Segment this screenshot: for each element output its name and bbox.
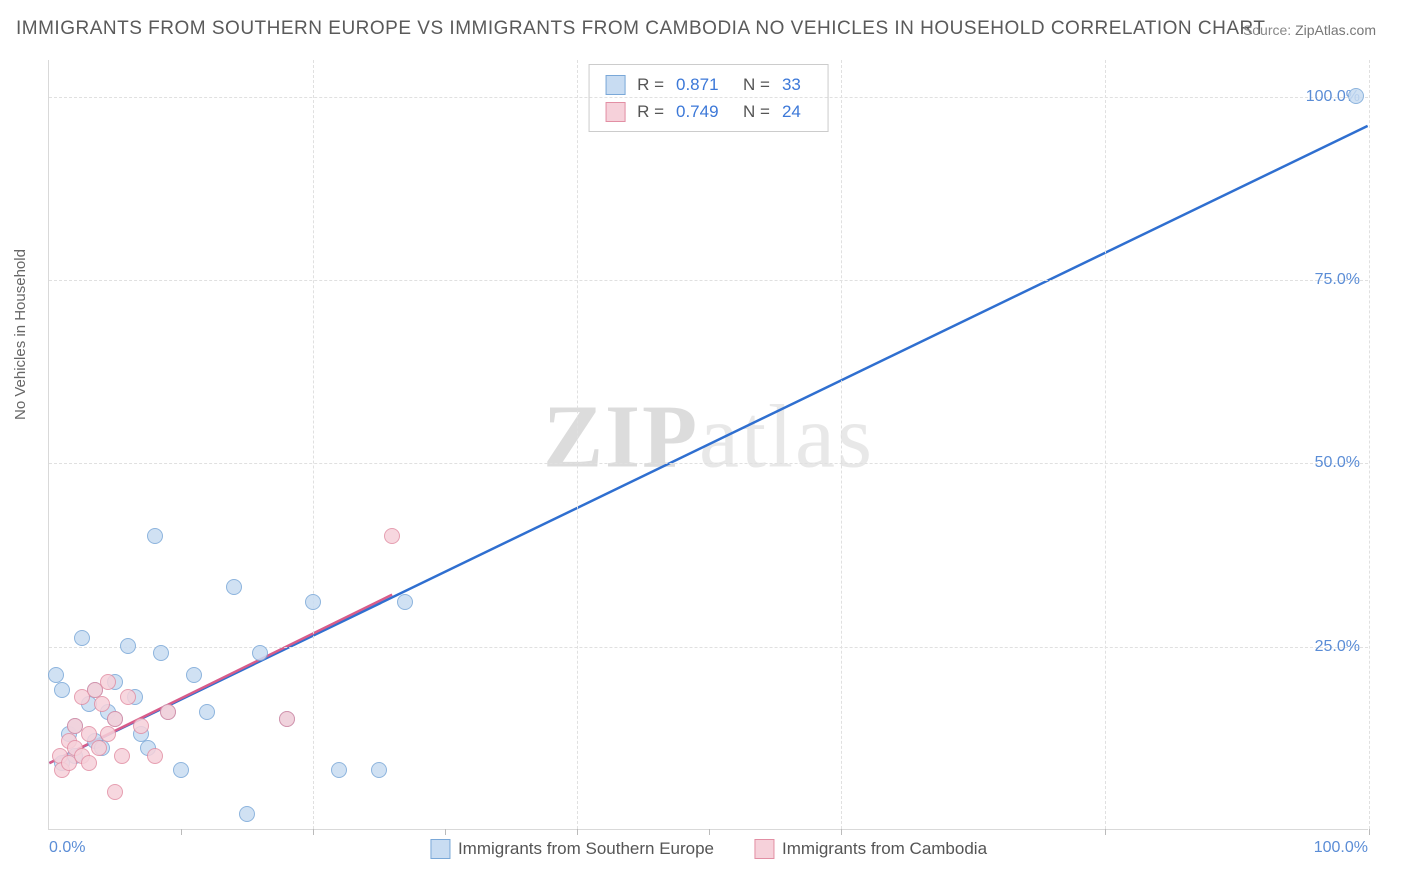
gridline-horizontal [49,463,1368,464]
series-2-name: Immigrants from Cambodia [782,839,987,859]
gridline-vertical [1105,60,1106,829]
x-axis-tick-mark [709,829,710,835]
n-label: N = [743,98,770,125]
gridline-vertical [577,60,578,829]
x-axis-tick-max: 100.0% [1314,839,1368,857]
x-axis-tick-mark [1369,829,1370,835]
scatter-point [199,704,215,720]
scatter-point [100,726,116,742]
scatter-point [186,667,202,683]
scatter-point [252,645,268,661]
x-axis-tick-min: 0.0% [49,839,85,857]
regression-line [49,126,1367,763]
scatter-point [94,696,110,712]
x-axis-tick-mark [841,829,842,835]
legend-item-series-2: Immigrants from Cambodia [754,839,987,859]
source-credit: Source: ZipAtlas.com [1243,22,1376,38]
scatter-point [147,748,163,764]
scatter-point [133,718,149,734]
scatter-point [147,528,163,544]
scatter-point [153,645,169,661]
x-axis-tick-mark [1105,829,1106,835]
gridline-vertical [313,60,314,829]
gridline-horizontal [49,97,1368,98]
scatter-point [107,711,123,727]
swatch-series-1 [605,75,625,95]
r-label: R = [637,71,664,98]
scatter-point [100,674,116,690]
watermark-text: ZIPatlas [543,385,874,488]
series-1-name: Immigrants from Southern Europe [458,839,714,859]
gridline-horizontal [49,280,1368,281]
scatter-point [371,762,387,778]
scatter-point [279,711,295,727]
scatter-point [384,528,400,544]
legend-row-series-2: R = 0.749 N = 24 [605,98,812,125]
scatter-point [81,726,97,742]
gridline-vertical [841,60,842,829]
scatter-point [74,630,90,646]
n-value-1: 33 [782,71,812,98]
scatter-point [226,579,242,595]
scatter-point [120,689,136,705]
scatter-point [107,784,123,800]
correlation-legend: R = 0.871 N = 33 R = 0.749 N = 24 [588,64,829,132]
swatch-series-2 [605,102,625,122]
chart-plot-area: ZIPatlas R = 0.871 N = 33 R = 0.749 N = … [48,60,1368,830]
x-axis-tick-mark [181,829,182,835]
source-label: Source: [1243,22,1291,38]
regression-lines-svg [49,60,1368,829]
scatter-point [397,594,413,610]
scatter-point [120,638,136,654]
y-axis-tick-label: 75.0% [1315,271,1360,289]
series-legend: Immigrants from Southern Europe Immigran… [430,839,987,859]
n-value-2: 24 [782,98,812,125]
scatter-point [305,594,321,610]
scatter-point [81,755,97,771]
y-axis-tick-label: 50.0% [1315,454,1360,472]
y-axis-label: No Vehicles in Household [12,249,29,420]
legend-row-series-1: R = 0.871 N = 33 [605,71,812,98]
scatter-point [91,740,107,756]
watermark-atlas: atlas [699,387,874,486]
watermark-zip: ZIP [543,387,699,486]
x-axis-tick-mark [577,829,578,835]
legend-item-series-1: Immigrants from Southern Europe [430,839,714,859]
y-axis-tick-label: 25.0% [1315,638,1360,656]
scatter-point [48,667,64,683]
scatter-point [173,762,189,778]
n-label: N = [743,71,770,98]
chart-title: IMMIGRANTS FROM SOUTHERN EUROPE VS IMMIG… [16,18,1266,40]
r-value-1: 0.871 [676,71,731,98]
gridline-horizontal [49,647,1368,648]
scatter-point [331,762,347,778]
scatter-point [114,748,130,764]
source-value: ZipAtlas.com [1295,22,1376,38]
x-axis-tick-mark [313,829,314,835]
swatch-bottom-2 [754,839,774,859]
scatter-point [239,806,255,822]
r-value-2: 0.749 [676,98,731,125]
scatter-point [160,704,176,720]
scatter-point [1348,88,1364,104]
x-axis-tick-mark [445,829,446,835]
scatter-point [54,682,70,698]
r-label: R = [637,98,664,125]
gridline-vertical [1369,60,1370,829]
swatch-bottom-1 [430,839,450,859]
